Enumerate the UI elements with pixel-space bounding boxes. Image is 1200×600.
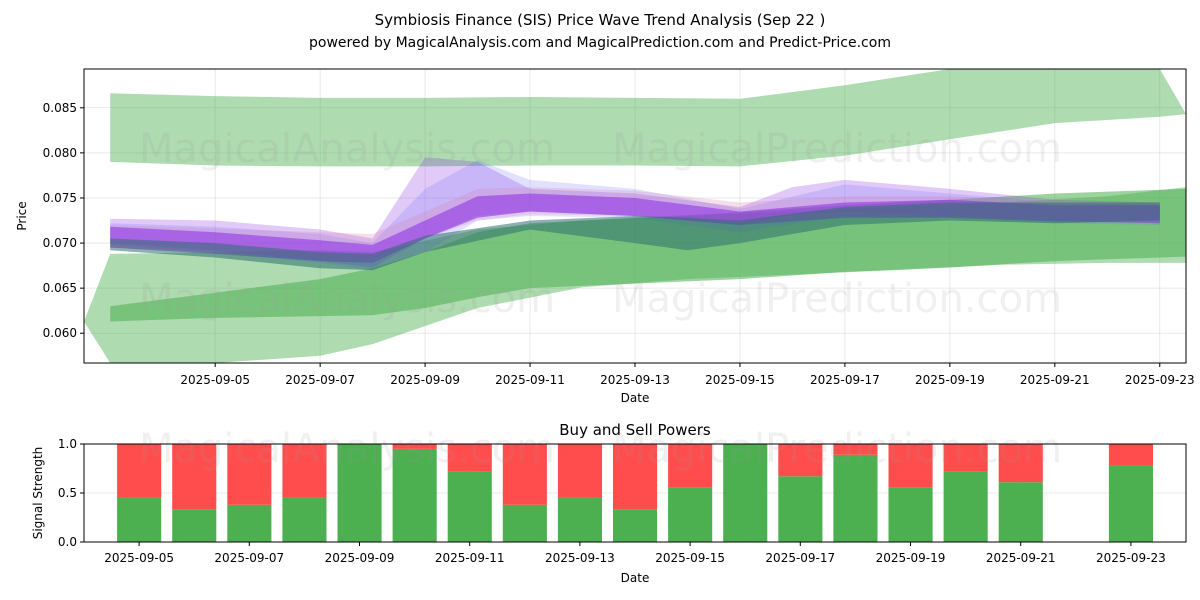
price-x-tick-label: 2025-09-07 — [285, 373, 355, 387]
signal-watermarks: MagicalAnalysis.com MagicalPrediction.co… — [139, 426, 1062, 472]
signal-x-tick-label: 2025-09-07 — [214, 551, 284, 565]
signal-x-axis-title: Date — [621, 571, 650, 585]
price-y-tick-label: 0.085 — [43, 101, 77, 115]
signal-bars — [117, 444, 1153, 542]
sell-bar — [998, 444, 1043, 483]
price-y-tick-label: 0.060 — [43, 326, 77, 340]
buy-bar — [943, 471, 988, 542]
sell-bar — [502, 444, 547, 505]
price-y-tick-label: 0.065 — [43, 281, 77, 295]
signal-y-tick-label: 0.5 — [58, 486, 77, 500]
buy-bar — [833, 454, 878, 542]
price-band-2 — [110, 188, 1186, 322]
signal-x-tick-label: 2025-09-05 — [104, 551, 174, 565]
price-x-tick-label: 2025-09-11 — [495, 373, 565, 387]
signal-y-tick-label: 1.0 — [58, 437, 77, 451]
price-x-tick-label: 2025-09-19 — [915, 373, 985, 387]
buy-bar — [282, 497, 327, 542]
buy-bar — [172, 509, 217, 542]
buy-bar — [117, 497, 162, 542]
price-x-tick-label: 2025-09-15 — [705, 373, 775, 387]
buy-bar — [227, 504, 272, 542]
price-x-tick-label: 2025-09-09 — [390, 373, 460, 387]
watermark-signal-right: MagicalPrediction.com — [612, 426, 1062, 472]
price-y-tick-label: 0.075 — [43, 191, 77, 205]
chart-title: Symbiosis Finance (SIS) Price Wave Trend… — [375, 11, 826, 29]
signal-chart: Buy and Sell Powers MagicalAnalysis.com … — [31, 421, 1187, 585]
signal-x-tick-label: 2025-09-19 — [876, 551, 946, 565]
watermark-right: MagicalPrediction.com — [612, 126, 1062, 172]
watermark-right-lower: MagicalPrediction.com — [612, 276, 1062, 322]
buy-bar — [337, 444, 382, 542]
sell-bar — [227, 444, 272, 505]
watermark-left-lower: MagicalAnalysis.com — [139, 276, 555, 322]
price-y-axis: 0.060 0.065 0.070 0.075 0.080 0.085 — [43, 101, 84, 340]
signal-x-tick-label: 2025-09-15 — [655, 551, 725, 565]
buy-bar — [557, 497, 602, 542]
price-x-axis: 2025-09-05 2025-09-07 2025-09-09 2025-09-11… — [180, 363, 1195, 387]
signal-x-tick-label: 2025-09-13 — [545, 551, 615, 565]
buy-bar — [723, 444, 768, 542]
signal-chart-title: Buy and Sell Powers — [559, 421, 711, 439]
sell-bar — [117, 444, 162, 498]
sell-bar — [613, 444, 658, 510]
signal-x-tick-label: 2025-09-23 — [1096, 551, 1166, 565]
sell-bar — [1108, 444, 1153, 466]
price-band-0 — [110, 69, 1186, 167]
price-y-axis-title: Price — [15, 201, 29, 230]
buy-bar — [998, 482, 1043, 542]
signal-x-tick-label: 2025-09-11 — [435, 551, 505, 565]
sell-bar — [833, 444, 878, 455]
watermark-left: MagicalAnalysis.com — [139, 126, 555, 172]
sell-bar — [888, 444, 933, 488]
price-y-tick-label: 0.070 — [43, 236, 77, 250]
price-band-7 — [110, 202, 1160, 271]
signal-x-axis: 2025-09-05 2025-09-07 2025-09-09 2025-09-11… — [104, 542, 1166, 565]
signal-x-tick-label: 2025-09-17 — [765, 551, 835, 565]
buy-bar — [888, 487, 933, 542]
sell-bar — [668, 444, 713, 488]
signal-y-axis: 0.0 0.5 1.0 — [58, 437, 84, 549]
price-x-tick-label: 2025-09-23 — [1125, 373, 1195, 387]
signal-x-tick-label: 2025-09-21 — [986, 551, 1056, 565]
buy-bar — [392, 448, 437, 542]
price-chart: MagicalAnalysis.com MagicalPrediction.co… — [15, 68, 1195, 405]
price-x-tick-label: 2025-09-05 — [180, 373, 250, 387]
buy-bar — [778, 476, 823, 542]
buy-bar — [502, 504, 547, 542]
signal-y-tick-label: 0.0 — [58, 535, 77, 549]
price-x-tick-label: 2025-09-13 — [600, 373, 670, 387]
sell-bar — [943, 444, 988, 472]
sell-bar — [778, 444, 823, 477]
price-x-tick-label: 2025-09-21 — [1020, 373, 1090, 387]
price-watermarks: MagicalAnalysis.com MagicalPrediction.co… — [139, 126, 1062, 322]
buy-bar — [613, 509, 658, 542]
sell-bar — [392, 444, 437, 449]
signal-y-axis-title: Signal Strength — [31, 447, 45, 540]
price-y-tick-label: 0.080 — [43, 146, 77, 160]
sell-bar — [447, 444, 492, 472]
price-bands — [84, 69, 1186, 363]
price-x-tick-label: 2025-09-17 — [810, 373, 880, 387]
buy-bar — [668, 487, 713, 542]
sell-bar — [282, 444, 327, 498]
price-x-axis-title: Date — [621, 391, 650, 405]
buy-bar — [447, 471, 492, 542]
sell-bar — [557, 444, 602, 498]
watermark-signal-left: MagicalAnalysis.com — [139, 426, 555, 472]
buy-bar — [1108, 465, 1153, 542]
chart-subtitle: powered by MagicalAnalysis.com and Magic… — [309, 35, 891, 51]
signal-x-tick-label: 2025-09-09 — [325, 551, 395, 565]
sell-bar — [172, 444, 217, 510]
